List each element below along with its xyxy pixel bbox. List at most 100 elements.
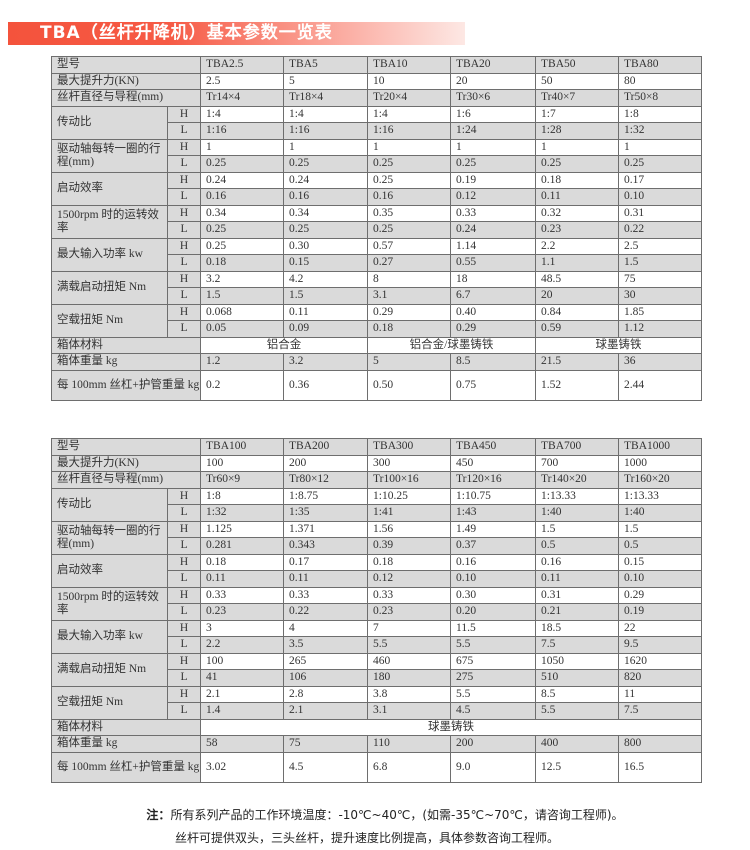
value-cell: 0.24 [450, 221, 536, 239]
value-cell: 1:16 [200, 122, 284, 140]
value-cell: 1:8 [200, 487, 284, 505]
value-cell: Tr80×12 [283, 471, 368, 489]
value-cell: 2.1 [283, 702, 368, 720]
value-cell: 0.37 [450, 537, 536, 555]
value-cell: 0.25 [283, 221, 368, 239]
value-cell: 0.35 [367, 204, 451, 222]
value-cell: 58 [200, 735, 284, 753]
value-cell: 1:13.33 [618, 487, 702, 505]
value-cell: 0.30 [450, 586, 536, 604]
value-cell: 0.39 [367, 537, 451, 555]
value-cell: 0.29 [450, 320, 536, 338]
value-cell: 1.5 [283, 287, 368, 305]
value-cell: 0.84 [535, 303, 619, 321]
row-label: 箱体重量 kg [51, 353, 201, 371]
row-label: 每 100mm 丝杠+护管重量 kg [51, 369, 201, 401]
value-cell: 0.12 [450, 188, 536, 206]
value-cell: 7 [367, 619, 451, 637]
value-cell: 0.15 [618, 553, 702, 571]
row-label: 1500rpm 时的运转效率 [51, 586, 168, 621]
value-cell: 1:8.75 [283, 487, 368, 505]
model-header: TBA2.5 [200, 56, 284, 74]
value-cell: 0.22 [283, 603, 368, 621]
note-line-1: 注：所有系列产品的工作环境温度：-10℃~40℃，(如需-35℃~70℃，请咨询… [10, 806, 750, 823]
value-cell: 0.21 [535, 603, 619, 621]
value-cell: 300 [367, 454, 451, 472]
value-cell: 0.31 [618, 204, 702, 222]
value-cell: 0.24 [200, 171, 284, 189]
value-cell: 0.29 [618, 586, 702, 604]
model-header: TBA10 [367, 56, 451, 74]
value-cell: 1.4 [200, 702, 284, 720]
value-cell: 0.11 [200, 570, 284, 588]
value-cell: 0.281 [200, 537, 284, 555]
value-cell: 1.14 [450, 237, 536, 255]
l-marker: L [167, 155, 201, 173]
value-cell: 11.5 [450, 619, 536, 637]
row-label: 丝杆直径与导程(mm) [51, 471, 201, 489]
material-cell: 球墨铸铁 [200, 718, 702, 736]
value-cell: 7.5 [535, 636, 619, 654]
value-cell: 0.10 [450, 570, 536, 588]
row-label: 每 100mm 丝杠+护管重量 kg [51, 751, 201, 783]
value-cell: 0.343 [283, 537, 368, 555]
value-cell: 3.2 [283, 353, 368, 371]
value-cell: 0.068 [200, 303, 284, 321]
table-row-h: 传动比 H 1:8 1:8.75 1:10.25 1:10.75 1:13.33 1:13.3… [51, 487, 702, 522]
value-cell: Tr40×7 [535, 89, 619, 107]
model-header: TBA5 [283, 56, 368, 74]
value-cell: 1 [200, 138, 284, 156]
value-cell: 3 [200, 619, 284, 637]
value-cell: 1620 [618, 652, 702, 670]
table-row-l: L 41 106 180 275 510 820 [52, 669, 702, 687]
value-cell: 0.25 [450, 155, 536, 173]
value-cell: 0.11 [535, 570, 619, 588]
row-label: 箱体重量 kg [51, 735, 201, 753]
value-cell: 30 [618, 287, 702, 305]
row-label: 满载启动扭矩 Nm [51, 652, 168, 687]
value-cell: 0.25 [535, 155, 619, 173]
h-marker: H [167, 553, 201, 571]
l-marker: L [167, 570, 201, 588]
value-cell: 1:6 [450, 105, 536, 123]
value-cell: 4.5 [450, 702, 536, 720]
value-cell: 3.8 [367, 685, 451, 703]
table-row: 箱体重量 kg 1.2 3.2 5 8.5 21.5 36 [51, 353, 702, 371]
value-cell: 1.371 [283, 520, 368, 538]
value-cell: 0.32 [535, 204, 619, 222]
value-cell: 2.2 [535, 237, 619, 255]
value-cell: 1000 [618, 454, 702, 472]
value-cell: 100 [200, 652, 284, 670]
value-cell: 0.18 [367, 553, 451, 571]
table-row: 丝杆直径与导程(mm) Tr14×4 Tr18×4 Tr20×4 Tr30×6 Tr40×… [51, 89, 702, 107]
h-marker: H [167, 171, 201, 189]
value-cell: 0.16 [200, 188, 284, 206]
value-cell: 1.85 [618, 303, 702, 321]
value-cell: 20 [535, 287, 619, 305]
value-cell: 820 [618, 669, 702, 687]
value-cell: 110 [367, 735, 451, 753]
row-label: 驱动轴每转一圈的行程(mm) [51, 138, 168, 173]
value-cell: 8.5 [450, 353, 536, 371]
value-cell: 4.5 [283, 751, 368, 783]
l-marker: L [167, 188, 201, 206]
value-cell: 1:16 [367, 122, 451, 140]
l-marker: L [167, 603, 201, 621]
value-cell: Tr50×8 [618, 89, 702, 107]
value-cell: 1:28 [535, 122, 619, 140]
value-cell: 1:16 [283, 122, 368, 140]
table-row-material: 箱体材料 球墨铸铁 [51, 718, 702, 736]
table-row: 最大提升力(KN) 100 200 300 450 700 1000 [51, 454, 702, 472]
model-header: TBA100 [200, 438, 284, 456]
value-cell: Tr160×20 [618, 471, 702, 489]
h-marker: H [167, 685, 201, 703]
h-marker: H [167, 520, 201, 538]
value-cell: 0.33 [367, 586, 451, 604]
h-marker: H [167, 652, 201, 670]
table-row-h: 驱动轴每转一圈的行程(mm) H 1 1 1 1 1 1 [51, 138, 702, 173]
value-cell: 0.2 [200, 369, 284, 401]
h-marker: H [167, 270, 201, 288]
table-row: 箱体重量 kg 58 75 110 200 400 800 [51, 735, 702, 753]
value-cell: 106 [283, 669, 368, 687]
h-marker: H [167, 619, 201, 637]
